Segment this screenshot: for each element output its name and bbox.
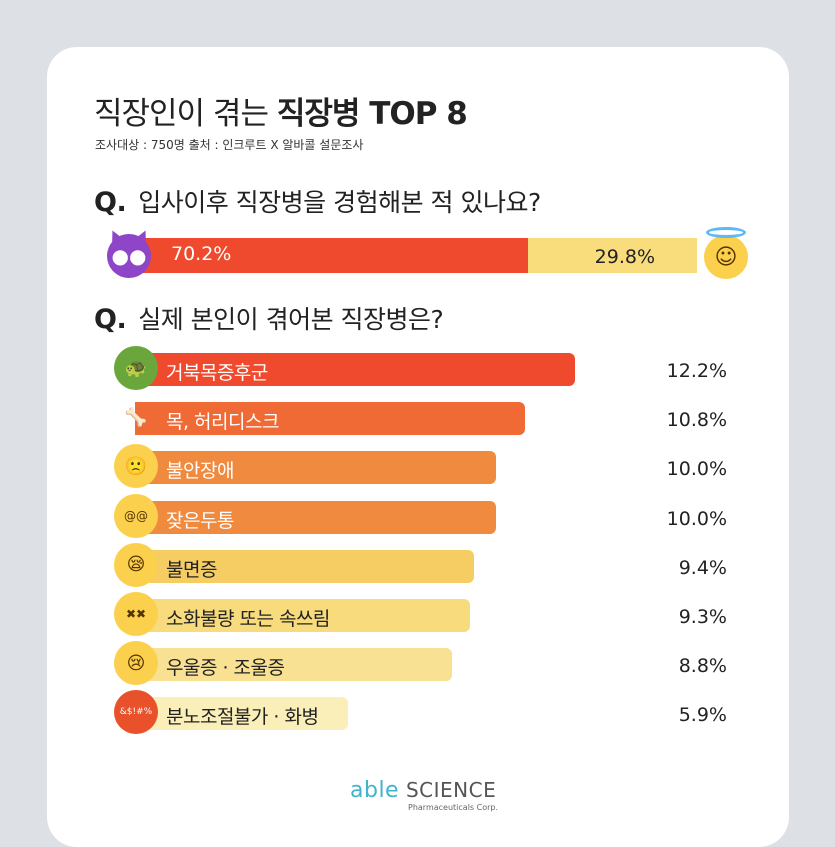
question-2: Q. 실제 본인이 겪어본 직장병은? bbox=[94, 300, 444, 336]
bar-row: 🐢 거북목증후군 12.2% bbox=[0, 346, 835, 390]
question-1-mark: Q. bbox=[94, 187, 127, 218]
question-2-text: 실제 본인이 겪어본 직장병은? bbox=[138, 305, 444, 334]
bar bbox=[135, 402, 525, 436]
bar-label: 불면증 bbox=[166, 558, 217, 581]
bar-row: @@ 잦은두통 10.0% bbox=[0, 493, 835, 538]
worried-face-icon: 🙁 bbox=[114, 444, 158, 489]
brand-logo: able SCIENCE Pharmaceuticals Corp. bbox=[350, 778, 498, 812]
bar-row: &$!#% 분노조절불가 · 화병 5.9% bbox=[0, 690, 835, 735]
bar-row: ✖✖ 소화불량 또는 속쓰림 9.3% bbox=[0, 592, 835, 636]
page-title: 직장인이 겪는 직장병 TOP 8 bbox=[94, 88, 468, 133]
bar bbox=[135, 697, 348, 731]
bar-label: 소화불량 또는 속쓰림 bbox=[166, 608, 330, 630]
question-1-text: 입사이후 직장병을 경험해본 적 있나요? bbox=[138, 188, 541, 217]
bar-row: 😪 불면증 9.4% bbox=[0, 542, 835, 587]
bone-icon: 🦴 bbox=[124, 406, 148, 428]
bar-label: 잦은두통 bbox=[166, 509, 234, 532]
bar-row: 🙁 불안장애 10.0% bbox=[0, 444, 835, 489]
question-1: Q. 입사이후 직장병을 경험해본 적 있나요? bbox=[94, 183, 541, 219]
bar-value: 8.8% bbox=[678, 655, 727, 678]
bar bbox=[135, 599, 471, 632]
bar-row: 🦴 목, 허리디스크 10.8% bbox=[0, 402, 835, 436]
bar-label: 거북목증후군 bbox=[166, 362, 268, 384]
bar bbox=[135, 500, 496, 534]
devil-face-icon: ●● bbox=[107, 234, 151, 278]
experience-yes-label: 70.2% bbox=[171, 243, 232, 265]
bar-value: 10.8% bbox=[666, 409, 727, 432]
bar-value: 9.3% bbox=[678, 606, 727, 628]
angel-face-icon: ☺ bbox=[704, 235, 748, 279]
bar bbox=[135, 549, 475, 583]
bar-label: 목, 허리디스크 bbox=[166, 411, 279, 434]
crying-face-icon: 😢 bbox=[114, 641, 158, 686]
dizzy-face-icon: @@ bbox=[114, 493, 158, 538]
experience-no-label: 29.8% bbox=[594, 246, 655, 268]
bar-value: 10.0% bbox=[666, 507, 727, 530]
bar-value: 12.2% bbox=[666, 360, 727, 382]
experience-split-bar: 70.2% 29.8% bbox=[129, 238, 697, 273]
vomiting-face-icon: ✖✖ bbox=[114, 592, 158, 636]
bar-value: 10.0% bbox=[666, 458, 727, 481]
bar bbox=[135, 648, 453, 682]
turtle-icon: 🐢 bbox=[114, 346, 158, 390]
logo-able: able bbox=[350, 778, 400, 803]
title-regular: 직장인이 겪는 bbox=[94, 96, 269, 132]
yawning-face-icon: 😪 bbox=[114, 542, 158, 587]
bar bbox=[135, 353, 575, 386]
bar-label: 분노조절불가 · 화병 bbox=[166, 706, 319, 729]
experience-yes-bar bbox=[129, 238, 528, 273]
bar bbox=[135, 451, 496, 485]
logo-science: SCIENCE bbox=[405, 778, 497, 802]
bar-label: 우울증 · 조울증 bbox=[166, 657, 285, 680]
survey-source: 조사대상 : 750명 출처 : 인크루트 X 알바콜 설문조사 bbox=[95, 138, 364, 152]
bar-value: 9.4% bbox=[678, 556, 727, 579]
logo-subtitle: Pharmaceuticals Corp. bbox=[408, 803, 499, 812]
halo-icon bbox=[706, 227, 746, 238]
bar-row: 😢 우울증 · 조울증 8.8% bbox=[0, 641, 835, 686]
title-bold: 직장병 TOP 8 bbox=[276, 96, 468, 132]
bar-value: 5.9% bbox=[678, 704, 727, 727]
question-2-mark: Q. bbox=[94, 304, 127, 335]
cursing-face-icon: &$!#% bbox=[114, 690, 158, 735]
bar-label: 불안장애 bbox=[166, 460, 234, 483]
